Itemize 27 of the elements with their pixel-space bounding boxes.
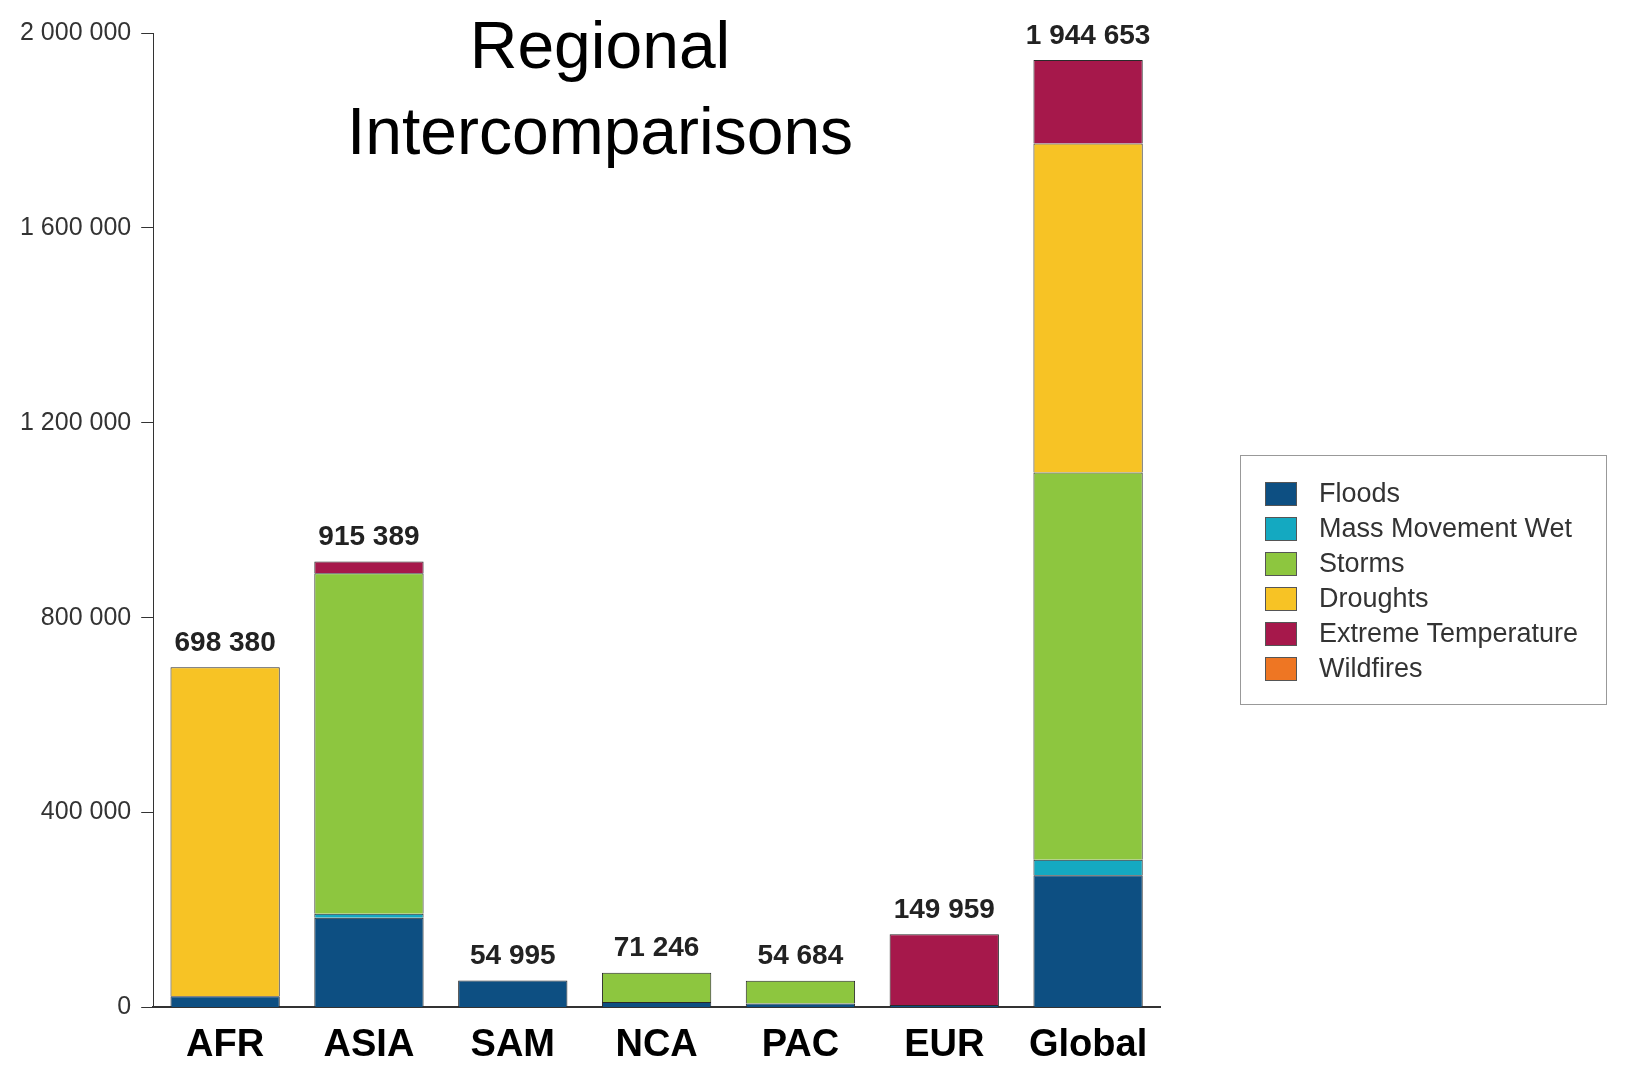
x-tick-label: ASIA [323,1021,415,1064]
total-label: 54 684 [757,939,844,971]
legend-label: Wildfires [1319,653,1423,684]
y-tick-label: 0 [117,991,132,1020]
legend-label: Droughts [1319,583,1429,614]
legend-label: Extreme Temperature [1319,618,1579,649]
y-tick-label: 800 000 [40,601,132,630]
chart-title: Regional Intercomparisons [345,7,855,170]
total-label: 149 959 [893,893,995,925]
x-tick-label: SAM [470,1021,556,1064]
y-tick-label: 1 600 000 [20,211,132,240]
total-label: 71 246 [613,931,700,963]
y-tick-label: 400 000 [40,796,132,825]
total-label: 915 389 [318,520,420,552]
x-tick-label: Global [1028,1021,1148,1064]
y-tick-label: 1 200 000 [20,406,132,435]
x-tick-label: PAC [761,1021,840,1064]
total-label: 1 944 653 [1025,18,1151,50]
legend-label: Mass Movement Wet [1319,513,1573,544]
x-tick-label: AFR [186,1021,265,1064]
x-tick-label: EUR [904,1021,985,1064]
total-label: 54 995 [469,939,556,971]
y-tick-label: 2 000 000 [20,16,132,45]
x-tick-label: NCA [615,1021,698,1064]
legend-label: Storms [1319,548,1405,579]
total-label: 698 380 [174,625,276,657]
legend-label: Floods [1319,478,1401,509]
